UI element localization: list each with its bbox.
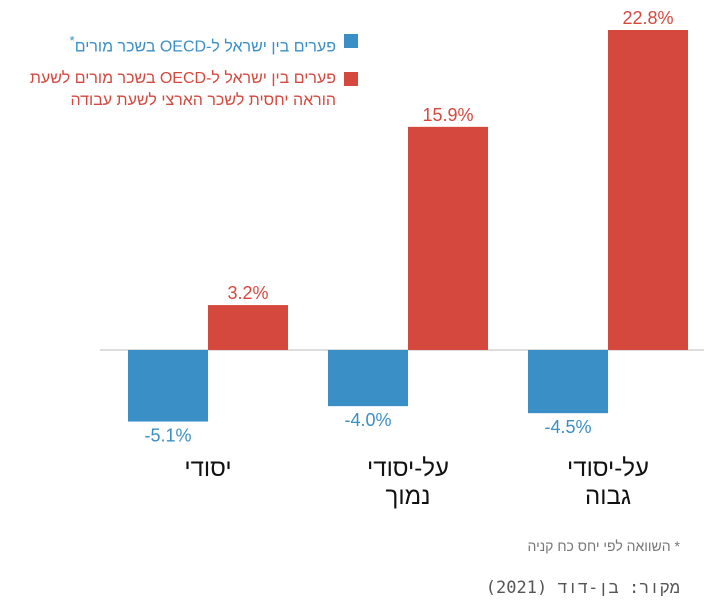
- footnote: * השוואה לפי יחס כח קניה: [527, 538, 681, 554]
- legend-swatch-blue: [344, 34, 358, 48]
- bar-red-0: [208, 305, 288, 350]
- legend-label-blue: פערים בין ישראל ל-OECD בשכר מורים*: [70, 30, 337, 58]
- legend-label-red-line2: הוראה יחסית לשכר הארצי לשעת עבודה: [70, 92, 337, 110]
- category-label-1-line0: על-יסודי: [367, 455, 449, 482]
- data-label-red-0: 3.2%: [227, 283, 268, 303]
- data-label-blue-0: -5.1%: [144, 426, 191, 446]
- legend-item-red: פערים בין ישראל ל-OECD בשכר מורים לשעת ה…: [30, 68, 358, 112]
- data-label-red-1: 15.9%: [422, 105, 473, 125]
- legend-item-blue: פערים בין ישראל ל-OECD בשכר מורים*: [30, 30, 358, 58]
- legend-label-red: פערים בין ישראל ל-OECD בשכר מורים לשעת ה…: [30, 68, 336, 112]
- category-label-1-line1: נמוך: [386, 483, 431, 510]
- bar-blue-0: [128, 350, 208, 422]
- legend: פערים בין ישראל ל-OECD בשכר מורים* פערים…: [30, 30, 358, 122]
- legend-footnote-marker: *: [69, 33, 75, 48]
- bar-blue-1: [328, 350, 408, 407]
- bar-blue-2: [528, 350, 608, 414]
- bar-red-2: [608, 30, 688, 350]
- category-label-0-line0: יסודי: [184, 455, 231, 482]
- legend-label-blue-text: פערים בין ישראל ל-OECD בשכר מורים: [74, 38, 336, 56]
- bar-chart: -5.1% -4.0% -4.5% 3.2% 15.9% 22.8% יסודי על-יסו…: [100, 8, 704, 510]
- data-label-blue-1: -4.0%: [344, 410, 391, 430]
- data-label-red-2: 22.8%: [622, 8, 673, 28]
- category-label-2-line0: על-יסודי: [567, 455, 649, 482]
- source-note: מקור: בן-דוד (2021): [485, 578, 680, 598]
- data-label-blue-2: -4.5%: [544, 417, 591, 437]
- bar-red-1: [408, 126, 488, 350]
- category-label-2-line1: גבוה: [585, 483, 631, 510]
- legend-swatch-red: [344, 72, 358, 87]
- legend-label-red-line1: פערים בין ישראל ל-OECD בשכר מורים לשעת: [29, 70, 336, 88]
